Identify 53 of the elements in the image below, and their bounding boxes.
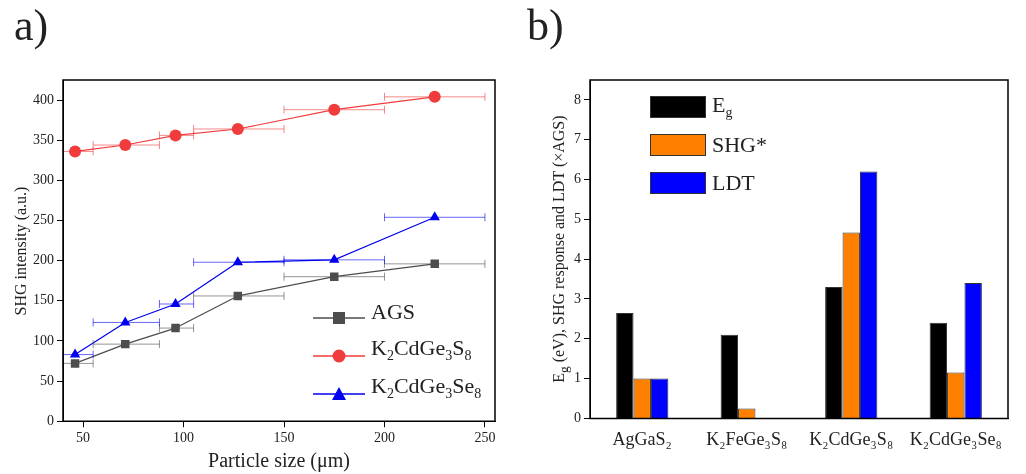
y-tick-label: 400 [33,91,54,107]
point [330,272,339,281]
point [231,122,244,135]
point [69,145,82,158]
chart-title: b) [527,0,564,51]
y-tick-label: 1 [574,370,581,386]
x-tick-label: K₂CdGe₃S₈ [809,428,894,449]
x-tick-label: 250 [474,430,496,446]
y-tick-label: 50 [40,372,54,388]
point [329,253,340,263]
y-tick-label: 300 [33,172,54,188]
x-tick-label: 200 [373,430,395,446]
x-tick-label: K₂FeGe₃S₈ [706,428,788,449]
y-tick-label: 8 [574,91,581,107]
point [70,359,80,368]
point [170,297,181,307]
y-tick-label: 2 [574,330,581,346]
y-tick-label: 4 [574,250,581,266]
y-tick-label: 5 [574,211,581,227]
point [121,339,130,349]
point [328,103,341,116]
y-tick-label: 250 [33,212,54,228]
y-tick-label: 350 [33,131,54,147]
x-tick-label: 100 [173,430,195,446]
point [119,139,132,152]
legend-label: K$_{2}$CdGe$_{3}$Se$_{8}$ [371,373,482,403]
legend-label: AGS [371,299,416,326]
point [232,256,244,266]
x-tick-label: K₂CdGe₃Se₈ [909,428,1002,449]
x-tick-label: AgGaS₂ [612,428,672,449]
point [169,129,182,142]
y-tick-label: 0 [574,410,581,426]
x-axis-title: Particle size (μm) [208,449,350,473]
x-tick-label: 50 [76,430,91,446]
legend-label: K$_{2}$CdGe$_{3}$S$_{8}$ [371,335,472,365]
y-tick-label: 7 [574,131,581,147]
y-tick-label: 0 [47,412,54,428]
y-tick-label: 3 [574,290,581,306]
y-axis-title: SHG intensity (a.u.) [11,186,30,316]
point [428,90,441,103]
y-tick-label: 200 [33,252,54,268]
chart-title: a) [14,0,49,51]
point [171,323,180,333]
legend-label: SHG* [712,132,768,158]
point [430,259,439,269]
legend-label: LDT [712,170,755,196]
y-tick-label: 150 [33,292,54,308]
point [429,211,440,221]
x-tick-label: 150 [273,430,295,446]
y-tick-label: 100 [33,332,54,348]
legend-label: E$_{g}$ [712,92,733,122]
point [69,348,81,358]
y-tick-label: 6 [574,171,581,187]
